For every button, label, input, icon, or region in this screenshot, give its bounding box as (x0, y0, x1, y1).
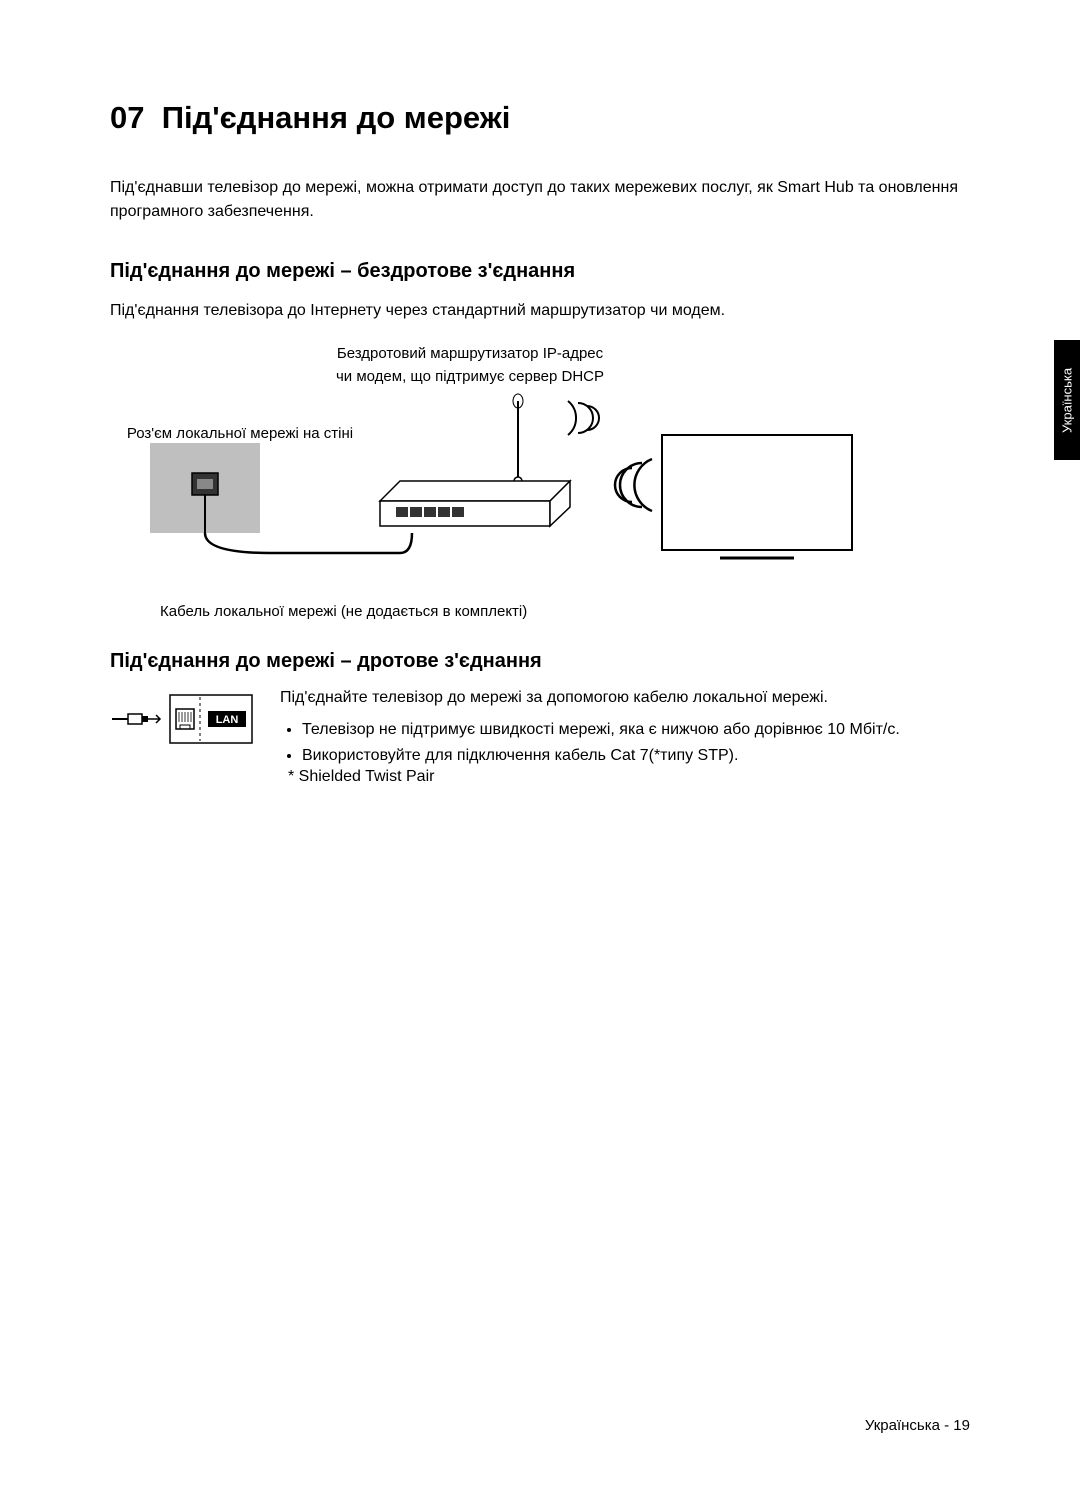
chapter-number: 07 (110, 100, 144, 135)
chapter-title: 07 Під'єднання до мережі (110, 100, 970, 136)
wired-text-block: Під'єднайте телевізор до мережі за допом… (280, 689, 970, 786)
wired-bullet-1: Телевізор не підтримує швидкості мережі,… (302, 717, 970, 743)
chapter-text: Під'єднання до мережі (162, 100, 511, 135)
language-side-tab: Українська (1054, 340, 1080, 460)
router-label: Бездротовий маршрутизатор IP-адрес чи мо… (310, 343, 630, 388)
page-footer: Українська - 19 (865, 1417, 970, 1434)
wired-footnote: * Shielded Twist Pair (288, 768, 970, 786)
intro-paragraph: Під'єднавши телевізор до мережі, можна о… (110, 176, 970, 224)
tv-icon (660, 433, 860, 563)
router-label-l2: чи модем, що підтримує сервер DHCP (336, 368, 604, 385)
lan-port-label: LAN (216, 714, 239, 726)
wireless-diagram: Бездротовий маршрутизатор IP-адрес чи мо… (110, 343, 970, 583)
wired-heading: Під'єднання до мережі – дротове з'єднанн… (110, 650, 970, 673)
cable-label: Кабель локальної мережі (не додається в … (160, 603, 970, 620)
wireless-heading: Під'єднання до мережі – бездротове з'єдн… (110, 260, 970, 283)
router-icon (370, 391, 590, 551)
router-label-l1: Бездротовий маршрутизатор IP-адрес (337, 345, 603, 362)
wired-intro: Під'єднайте телевізор до мережі за допом… (280, 689, 970, 707)
signal-out-icon (560, 393, 620, 453)
lan-port-icon: LAN (110, 689, 260, 749)
wired-bullet-2: Використовуйте для підключення кабель Ca… (302, 743, 970, 769)
wireless-body: Під'єднання телевізора до Інтернету чере… (110, 299, 970, 323)
